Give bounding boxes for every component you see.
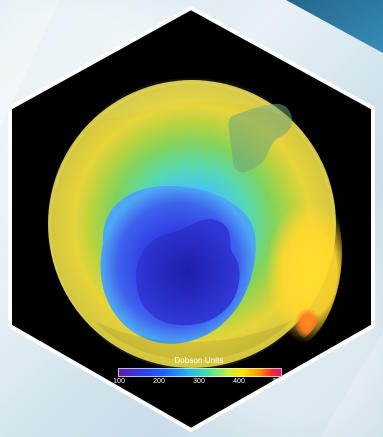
legend-color-bar	[118, 368, 282, 377]
legend-ticks: 100 200 300 400 500	[113, 378, 285, 388]
legend-tick-400: 400	[233, 378, 245, 385]
legend-title: Dobson Units	[174, 356, 224, 365]
dobson-legend: Dobson Units 100 200 300 400 500	[113, 356, 285, 390]
legend-tick-500: 500	[273, 378, 285, 385]
legend-tick-200: 200	[153, 378, 165, 385]
legend-tick-100: 100	[113, 378, 125, 385]
legend-tick-300: 300	[193, 378, 205, 385]
